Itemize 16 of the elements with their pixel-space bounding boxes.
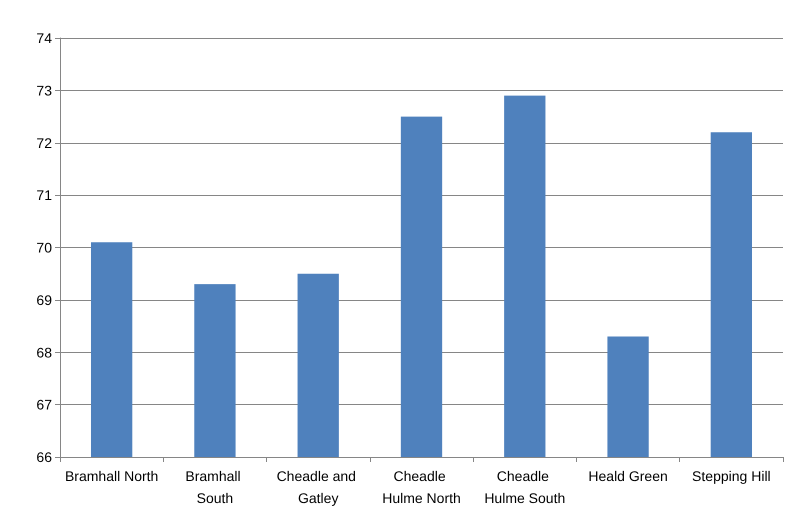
x-tick-label: Cheadle Hulme North: [382, 468, 461, 506]
y-tick-label: 67: [36, 396, 52, 413]
x-tick-label: Stepping Hill: [692, 468, 771, 484]
y-tick-label: 71: [36, 187, 52, 204]
y-tick-label: 74: [36, 30, 52, 46]
x-tick-label: Bramhall South: [185, 468, 244, 506]
x-tick-label: Bramhall North: [64, 468, 158, 484]
y-tick-label: 70: [36, 240, 52, 256]
y-tick-label: 66: [36, 449, 52, 465]
y-tick-label: 73: [36, 82, 52, 98]
y-tick-label: 69: [36, 292, 52, 308]
x-tick-label: Cheadle and Gatley: [276, 468, 360, 506]
x-tick-label: Heald Green: [588, 468, 668, 484]
y-tick-label: 68: [36, 344, 52, 360]
x-tick-label: Cheadle Hulme South: [484, 468, 566, 506]
y-tick-label: 72: [36, 134, 52, 151]
